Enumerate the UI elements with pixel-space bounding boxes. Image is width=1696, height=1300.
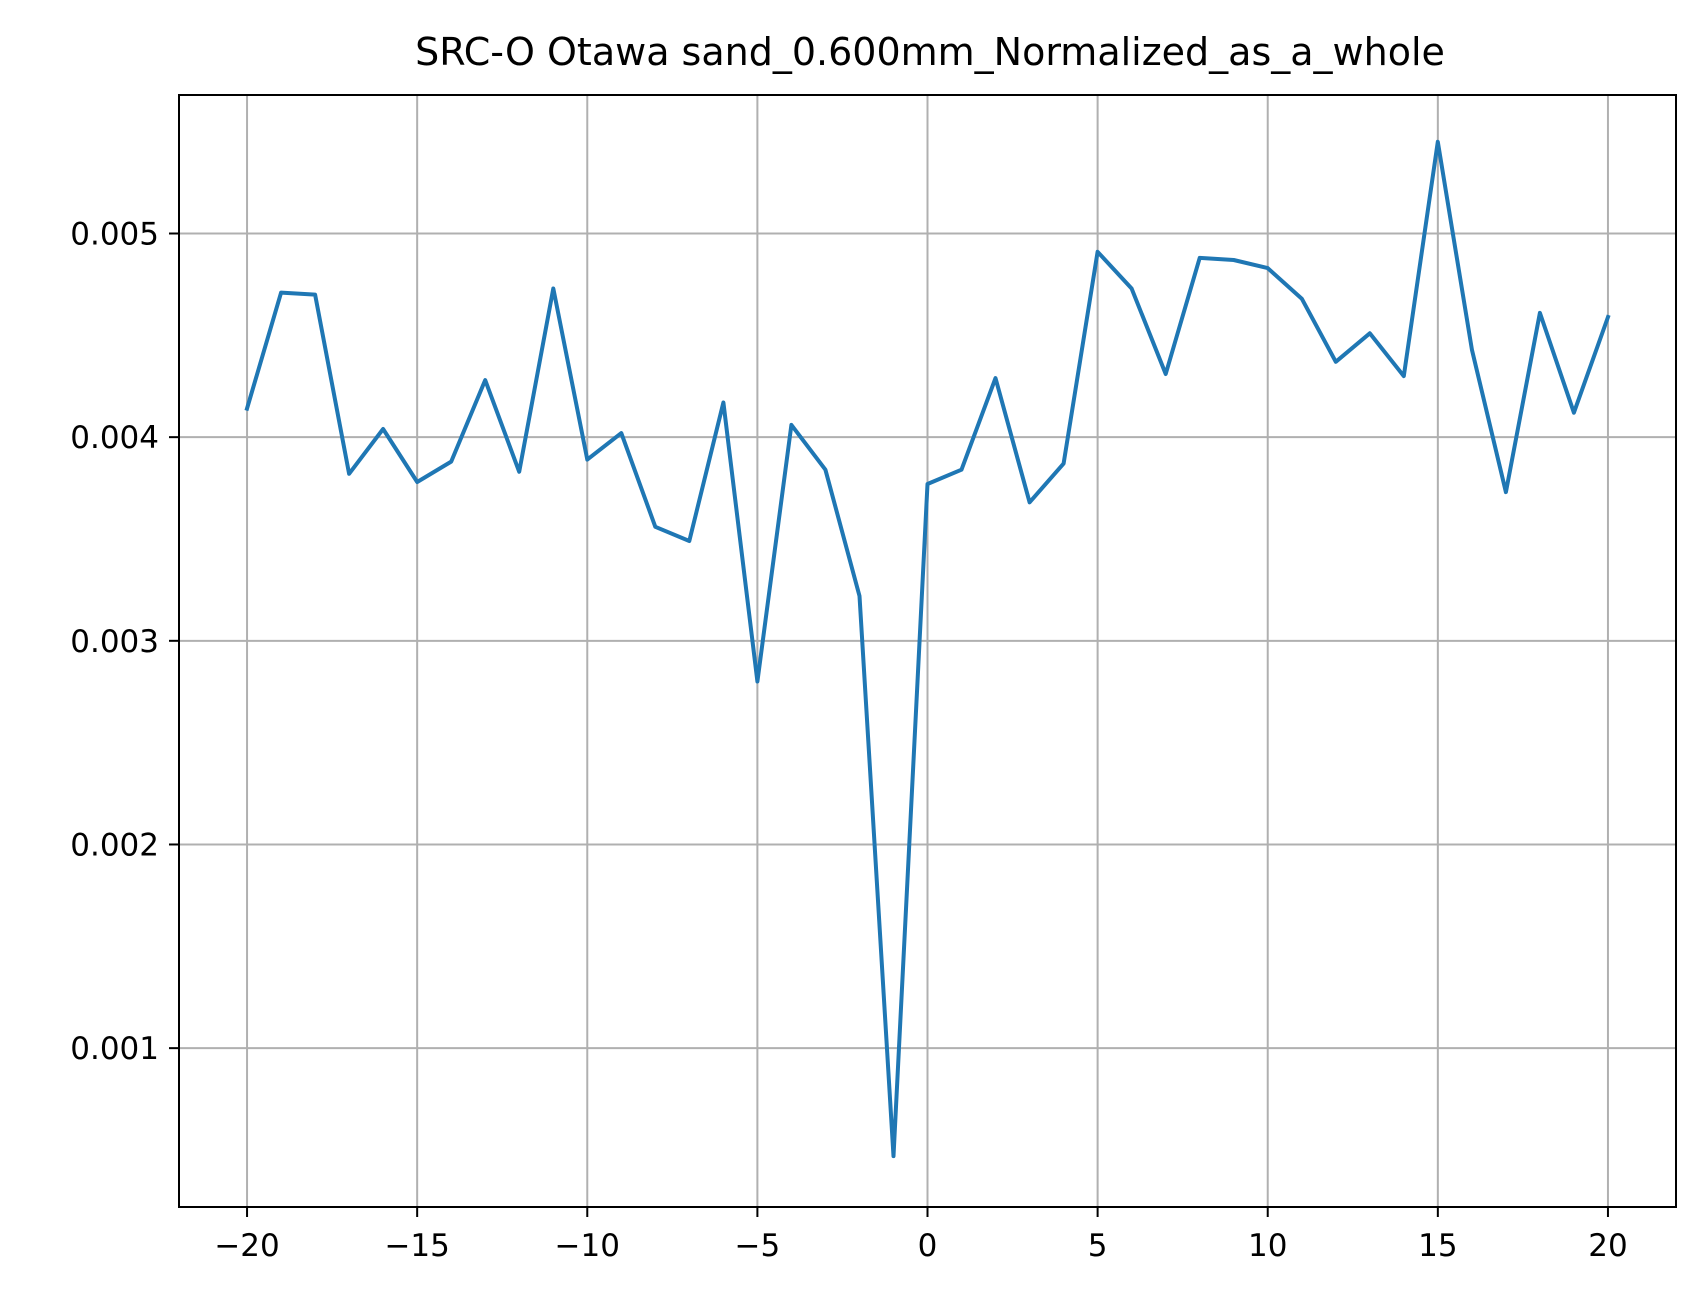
x-tick-label: 0 [918,1228,938,1264]
x-tick-label: −5 [735,1228,781,1264]
y-tick-label: 0.004 [70,420,159,456]
axis-ticks: −20 −15 −10 −5 0 5 10 15 20 0.001 0.002 0.003 0.004 0… [70,216,1627,1264]
chart-title: SRC-O Otawa sand_0.600mm_Normalized_as_a… [415,30,1445,74]
x-tick-label: 15 [1418,1228,1457,1264]
y-tick-label: 0.003 [70,624,159,660]
x-tick-label: 20 [1588,1228,1627,1264]
x-tick-label: −20 [214,1228,279,1264]
y-tick-label: 0.001 [70,1031,159,1067]
x-tick-label: 5 [1088,1228,1108,1264]
y-tick-label: 0.002 [70,827,159,863]
series-layer [244,139,1611,1159]
x-tick-label: −15 [384,1228,449,1264]
y-tick-label: 0.005 [70,216,159,252]
x-tick-label: −10 [555,1228,620,1264]
grid [179,95,1676,1207]
series-line [244,139,1611,1159]
x-tick-label: 10 [1248,1228,1287,1264]
